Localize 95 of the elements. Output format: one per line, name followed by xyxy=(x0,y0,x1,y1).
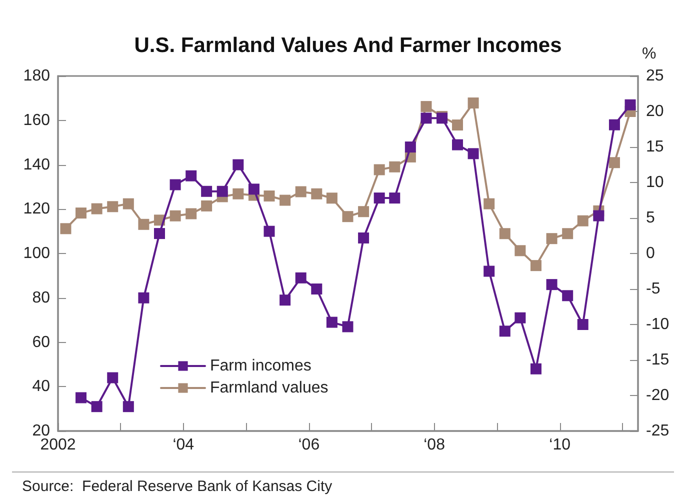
x-tick-label: 2002 xyxy=(40,436,76,454)
point xyxy=(216,186,228,197)
point xyxy=(232,188,244,200)
y2-tick-label: -15 xyxy=(646,352,670,368)
point xyxy=(264,226,275,237)
point xyxy=(530,363,542,374)
y2-tick-label: -25 xyxy=(646,422,670,440)
chart-title: U.S. Farmland Values And Farmer Incomes xyxy=(134,34,562,57)
point xyxy=(514,245,526,256)
point xyxy=(91,401,102,412)
y2-tick-label: 0 xyxy=(646,245,655,262)
point xyxy=(76,392,87,404)
legend-label: Farm incomes xyxy=(210,358,312,374)
point xyxy=(295,272,306,284)
x-tick-label: ‘10 xyxy=(549,436,571,454)
point xyxy=(186,208,197,220)
y2-tick-label: -10 xyxy=(646,316,670,333)
point xyxy=(201,186,212,197)
y-tick-label: 140 xyxy=(23,156,50,174)
point xyxy=(374,164,385,176)
point xyxy=(170,179,181,190)
point xyxy=(264,190,275,202)
point xyxy=(562,228,574,240)
point xyxy=(91,203,102,214)
point xyxy=(420,101,432,112)
point xyxy=(608,119,620,130)
point xyxy=(326,316,338,328)
point xyxy=(546,279,558,290)
point xyxy=(358,206,370,218)
point xyxy=(138,292,150,304)
point xyxy=(420,112,432,124)
point xyxy=(593,210,604,222)
point xyxy=(608,157,620,168)
x-tick-label: ‘08 xyxy=(424,436,446,454)
point xyxy=(530,260,542,272)
point xyxy=(248,184,260,195)
point xyxy=(484,266,495,277)
y-tick-label: 80 xyxy=(32,289,50,306)
point xyxy=(484,198,495,210)
point xyxy=(624,99,636,110)
point xyxy=(342,321,354,332)
point xyxy=(295,186,306,198)
point xyxy=(107,201,118,212)
y2-tick-label: 25 xyxy=(646,68,664,84)
point xyxy=(374,192,385,204)
y-tick-label: 40 xyxy=(32,378,50,396)
point xyxy=(468,97,479,108)
legend-label: Farmland values xyxy=(210,380,328,396)
point xyxy=(577,215,588,226)
y2-axis-title: % xyxy=(642,46,656,62)
point xyxy=(311,188,322,200)
point xyxy=(280,194,291,206)
x-tick-label: ‘04 xyxy=(172,436,194,454)
point xyxy=(76,208,87,219)
point xyxy=(452,139,463,150)
point xyxy=(280,294,291,306)
y2-tick-label: -5 xyxy=(646,280,660,298)
y2-tick-label: 20 xyxy=(646,103,664,120)
y-tick-label: 100 xyxy=(23,245,50,262)
point xyxy=(60,223,72,234)
y2-tick-label: -20 xyxy=(646,387,670,404)
point xyxy=(546,233,558,244)
point xyxy=(358,232,370,244)
point xyxy=(201,200,212,212)
point xyxy=(186,170,197,182)
y-tick-label: 160 xyxy=(23,112,50,129)
y-tick-label: 120 xyxy=(23,200,50,218)
point xyxy=(389,192,400,204)
point xyxy=(404,142,416,152)
y2-tick-label: 5 xyxy=(646,210,655,226)
point xyxy=(232,159,244,170)
y-tick-label: 20 xyxy=(32,422,50,440)
point xyxy=(389,161,400,172)
point xyxy=(452,119,463,130)
point xyxy=(122,198,134,210)
y2-tick-label: 10 xyxy=(646,174,664,191)
point xyxy=(468,148,479,160)
y2-tick-label: 15 xyxy=(646,138,664,156)
point xyxy=(154,228,166,240)
point xyxy=(107,372,118,384)
point xyxy=(577,319,588,330)
y-tick-label: 180 xyxy=(23,68,50,84)
point xyxy=(562,290,574,302)
point xyxy=(138,218,150,230)
point xyxy=(499,228,510,240)
point xyxy=(311,284,322,294)
point xyxy=(514,312,526,324)
point xyxy=(170,210,181,222)
point xyxy=(342,211,354,222)
point xyxy=(499,326,510,337)
point xyxy=(326,192,338,204)
y-tick-label: 60 xyxy=(32,334,50,351)
point xyxy=(122,401,134,412)
source-note: Source: Federal Reserve Bank of Kansas City xyxy=(22,478,333,495)
x-tick-label: ‘06 xyxy=(298,436,320,454)
